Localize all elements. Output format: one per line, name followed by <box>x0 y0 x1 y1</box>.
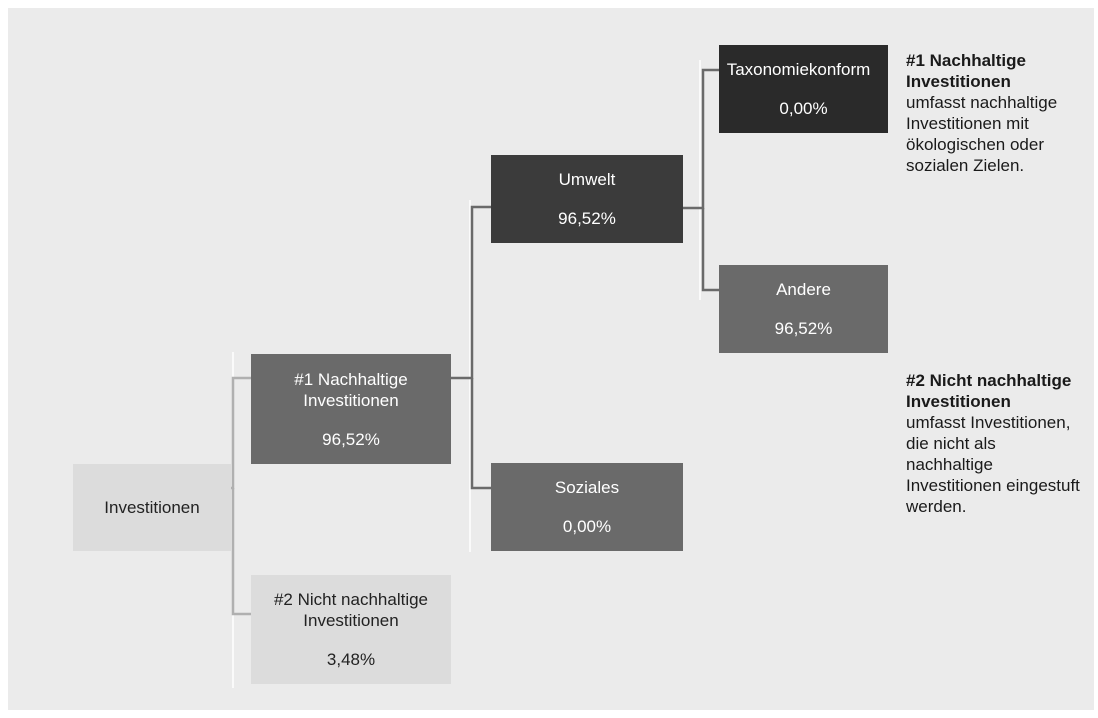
node-nicht-nachhaltige-value: 3,48% <box>326 650 376 669</box>
note-nachhaltige-title: #1 Nachhaltige Investitionen <box>906 51 1026 91</box>
node-soziales-value: 0,00% <box>562 517 612 536</box>
connector-investitionen-nicht-nachhaltige <box>231 488 251 616</box>
node-andere: Andere 96,52% <box>719 265 888 353</box>
node-taxonomiekonform-value: 0,00% <box>779 99 828 118</box>
connector-investitionen-nachhaltige <box>231 376 251 490</box>
note-nicht-nachhaltige: #2 Nicht nachhaltige Investitionen umfas… <box>906 370 1086 517</box>
node-nachhaltige-value: 96,52% <box>322 429 380 449</box>
node-taxonomiekonform: Taxonomiekonform 0,00% <box>719 45 888 133</box>
node-soziales-label: Soziales <box>554 478 620 497</box>
note-nachhaltige-text: umfasst nachhaltige Investitionen mit ök… <box>906 93 1058 175</box>
connector-nachhaltige-soziales <box>470 378 491 490</box>
node-soziales: Soziales 0,00% <box>491 463 683 551</box>
node-nachhaltige-label: #1 Nachhaltige Investitionen <box>294 369 408 410</box>
note-nicht-nachhaltige-title: #2 Nicht nachhaltige Investitionen <box>906 371 1072 411</box>
node-umwelt-label: Umwelt <box>558 170 616 189</box>
note-nachhaltige: #1 Nachhaltige Investitionen umfasst nac… <box>906 50 1086 176</box>
node-nachhaltige-investitionen: #1 Nachhaltige Investitionen 96,52% <box>251 354 451 464</box>
connector-nachhaltige-umwelt <box>451 205 491 380</box>
node-nicht-nachhaltige-label: #2 Nicht nachhaltige Investitionen <box>273 590 429 630</box>
node-taxonomiekonform-label: Taxonomiekonform <box>726 60 871 79</box>
diagram-panel <box>8 8 1094 710</box>
node-investitionen-label: Investitionen <box>104 498 200 517</box>
connector-umwelt-andere <box>701 208 719 292</box>
node-andere-value: 96,52% <box>774 319 833 338</box>
node-umwelt-value: 96,52% <box>558 209 616 228</box>
connector-umwelt-taxonomiekonform <box>683 68 719 210</box>
node-nicht-nachhaltige-investitionen: #2 Nicht nachhaltige Investitionen 3,48% <box>251 575 451 684</box>
note-nicht-nachhaltige-text: umfasst Investitionen, die nicht als nac… <box>906 413 1080 516</box>
node-umwelt: Umwelt 96,52% <box>491 155 683 243</box>
node-andere-label: Andere <box>776 280 831 299</box>
node-investitionen: Investitionen <box>73 464 231 551</box>
